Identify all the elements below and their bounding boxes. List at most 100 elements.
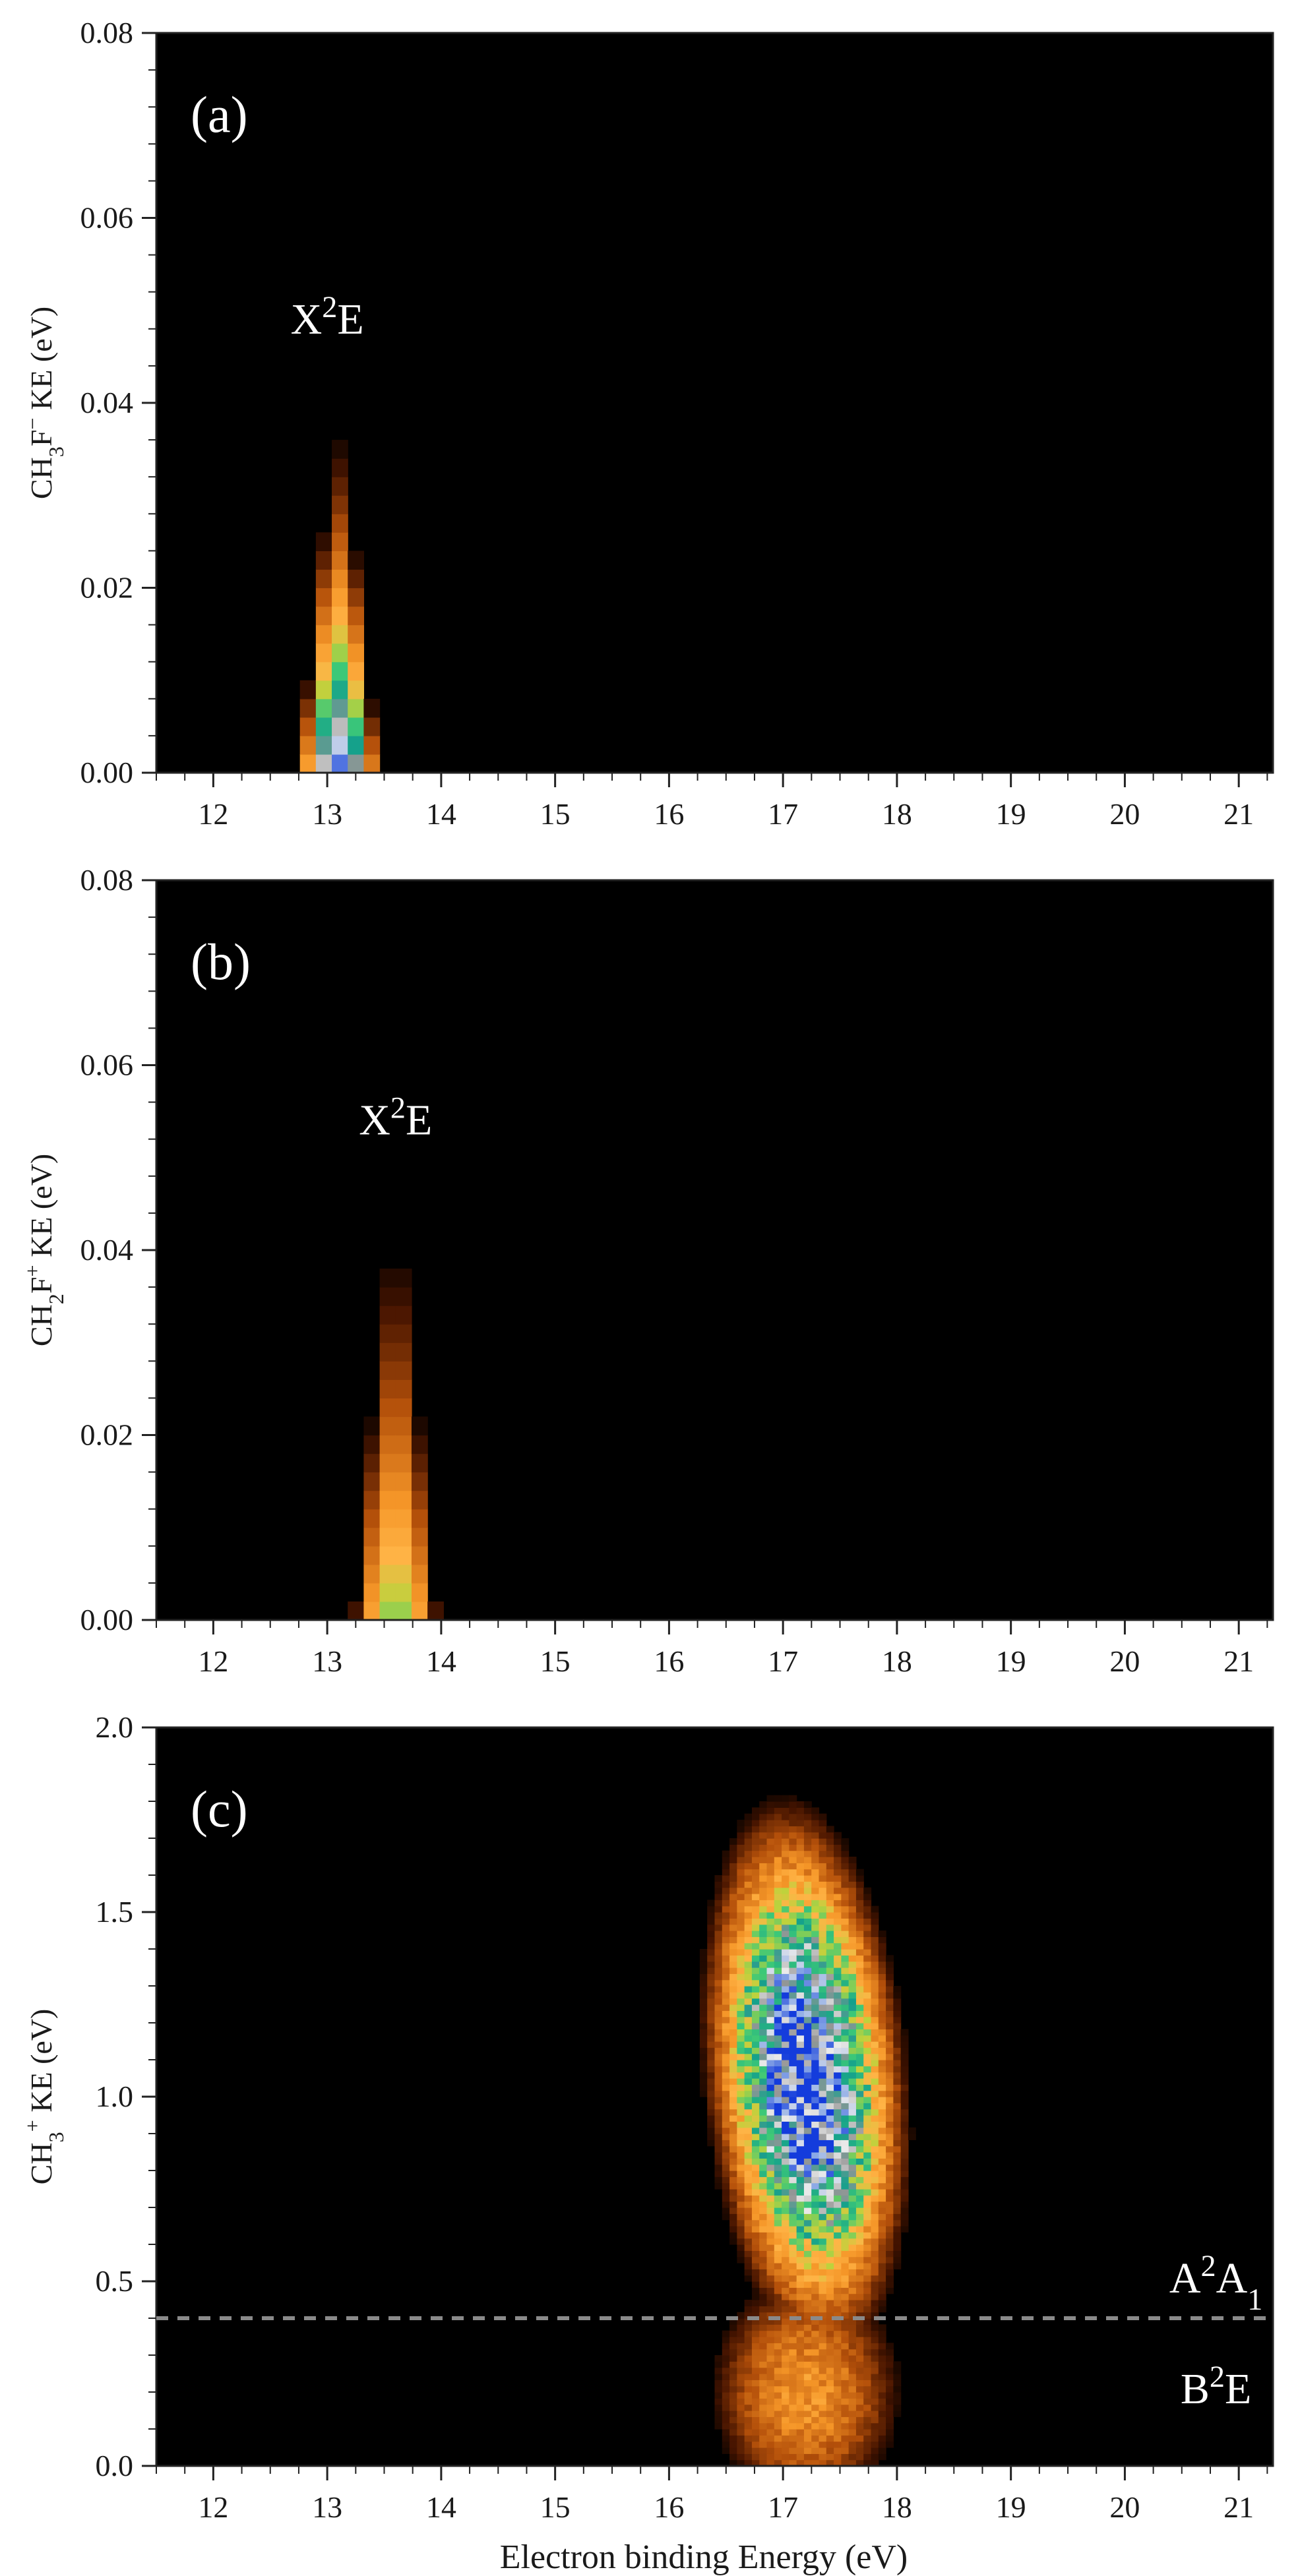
heatmap-cell (796, 2103, 805, 2110)
heatmap-cell (796, 1850, 805, 1857)
heatmap-cell (819, 2072, 827, 2079)
heatmap-cell (789, 1905, 797, 1913)
heatmap-cell (826, 2182, 834, 2190)
heatmap-cell (811, 2416, 820, 2424)
heatmap-cell (848, 2109, 857, 2116)
heatmap-cell (893, 2361, 902, 2368)
heatmap-cell (811, 2103, 820, 2110)
heatmap-cell (900, 2189, 909, 2196)
heatmap-cell (826, 2201, 834, 2208)
heatmap-cell (848, 2140, 857, 2147)
heatmap-cell (722, 2109, 730, 2116)
heatmap-cell (714, 2158, 723, 2165)
heatmap-cell (878, 2072, 886, 2079)
heatmap-cell (803, 2269, 812, 2276)
heatmap-cell (363, 1545, 381, 1565)
heatmap-cell (871, 2182, 879, 2190)
heatmap-cell (729, 2090, 737, 2097)
heatmap-cell (744, 2447, 753, 2454)
heatmap-cell (803, 2176, 812, 2184)
heatmap-cell (766, 2343, 775, 2350)
heatmap-cell (714, 2041, 723, 2048)
heatmap-cell (774, 2134, 782, 2140)
heatmap-cell (841, 2140, 850, 2147)
heatmap-cell (826, 2380, 834, 2387)
heatmap-cell (834, 1936, 842, 1944)
heatmap-cell (744, 2158, 753, 2165)
heatmap-cell (774, 2287, 782, 2294)
heatmap-cell (811, 2189, 820, 2196)
heatmap-cell (774, 1905, 782, 1913)
heatmap-cell (759, 2219, 768, 2227)
heatmap-cell (729, 2416, 737, 2424)
heatmap-cell (744, 2078, 753, 2085)
heatmap-cell (759, 2023, 768, 2029)
heatmap-cell (841, 2349, 850, 2356)
heatmap-cell (789, 1924, 797, 1931)
heatmap-cell (714, 1942, 723, 1950)
heatmap-cell (782, 1813, 789, 1820)
heatmap-cell (900, 2078, 909, 2085)
heatmap-cell (886, 2281, 894, 2288)
heatmap-cell (855, 2380, 864, 2387)
panel-label: (c) (191, 1780, 248, 1838)
heatmap-cell (751, 2306, 760, 2313)
heatmap-cell (744, 1820, 753, 1826)
heatmap-cell (759, 2306, 768, 2313)
heatmap-cell (811, 1931, 820, 1937)
heatmap-cell (848, 1942, 857, 1950)
heatmap-cell (729, 1973, 737, 1981)
heatmap-cell (722, 2066, 730, 2073)
heatmap-cell (811, 2016, 820, 2023)
heatmap-cell (774, 1912, 782, 1919)
heatmap-cell (841, 2097, 850, 2103)
heatmap-cell (722, 2176, 730, 2184)
heatmap-cell (819, 2392, 827, 2399)
heatmap-cell (803, 2115, 812, 2122)
heatmap-cell (789, 2213, 797, 2221)
heatmap-cell (811, 1900, 820, 1907)
heatmap-cell (811, 2244, 820, 2251)
heatmap-cell (834, 2140, 842, 2147)
heatmap-cell (751, 2447, 760, 2454)
heatmap-cell (796, 1832, 805, 1839)
heatmap-cell (782, 2078, 789, 2085)
heatmap-cell (811, 1961, 820, 1968)
heatmap-cell (811, 1887, 820, 1894)
heatmap-cell (878, 2226, 886, 2232)
heatmap-cell (811, 1967, 820, 1974)
heatmap-cell (751, 2219, 760, 2227)
heatmap-cell (751, 2324, 760, 2331)
heatmap-cell (803, 2121, 812, 2128)
heatmap-cell (744, 2404, 753, 2411)
heatmap-cell (744, 2318, 753, 2325)
heatmap-cell (863, 2097, 872, 2103)
heatmap-cell (848, 2435, 857, 2442)
heatmap-cell (826, 2189, 834, 2196)
heatmap-cell (751, 1869, 760, 1876)
heatmap-cell (893, 1992, 902, 1999)
heatmap-cell (759, 2300, 768, 2306)
heatmap-cell (729, 2404, 737, 2411)
heatmap-cell (722, 2385, 730, 2393)
heatmap-cell (737, 2398, 745, 2405)
heatmap-cell (722, 2140, 730, 2147)
heatmap-cell (782, 1857, 789, 1863)
heatmap-cell (722, 1998, 730, 2005)
heatmap-cell (855, 1979, 864, 1987)
heatmap-cell (744, 2164, 753, 2171)
heatmap-cell (848, 1998, 857, 2005)
heatmap-cell (841, 2447, 850, 2454)
heatmap-cell (699, 2072, 708, 2079)
heatmap-cell (729, 2361, 737, 2368)
heatmap-cell (863, 2103, 872, 2110)
heatmap-cell (722, 2361, 730, 2368)
heatmap-cell (871, 2306, 879, 2313)
heatmap-cell (737, 1869, 745, 1876)
heatmap-cell (863, 2385, 872, 2393)
heatmap-cell (751, 1955, 760, 1962)
x-tick-label: 14 (426, 1644, 456, 1678)
heatmap-cell (759, 2349, 768, 2356)
heatmap-cell (766, 1820, 775, 1826)
heatmap-cell (411, 1527, 428, 1547)
